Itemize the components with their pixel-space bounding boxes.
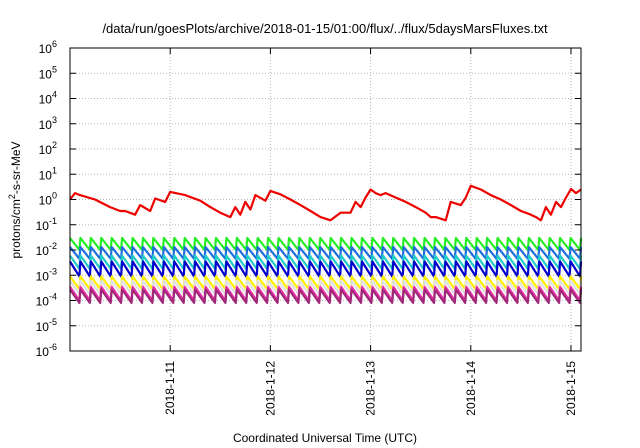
y-tick-label: 103	[39, 115, 57, 132]
y-tick-label: 10-2	[36, 241, 57, 258]
y-tick-label: 104	[39, 90, 57, 107]
y-tick-label: 101	[39, 165, 57, 182]
y-tick-label: 106	[39, 39, 57, 56]
y-tick-label: 10-5	[36, 317, 57, 334]
x-tick-label: 2018-1-11	[163, 361, 177, 415]
grid	[70, 48, 581, 351]
y-tick-label: 10-4	[36, 292, 57, 309]
y-tick-label: 10-1	[36, 216, 57, 233]
y-tick-label: 105	[39, 64, 57, 81]
series-line-3	[69, 246, 583, 260]
y-axis: 10-6 10-5 10-4 10-3 10-2 10-1 100 101 102 103 104 1…	[36, 39, 581, 359]
y-tick-label: 102	[39, 140, 57, 157]
x-tick-label: 2018-1-15	[564, 361, 578, 416]
y-tick-label: 100	[39, 191, 57, 208]
x-tick-label: 2018-1-14	[464, 361, 478, 416]
y-tick-label: 10-6	[36, 342, 57, 359]
series-line-9	[69, 288, 583, 304]
series-line-1	[69, 184, 582, 222]
x-axis-label: Coordinated Universal Time (UTC)	[233, 431, 417, 445]
x-axis: 2018-1-11 2018-1-12 2018-1-13 2018-1-14 2018…	[163, 48, 578, 416]
series-line-2	[69, 236, 583, 252]
series-layer	[69, 184, 583, 304]
x-tick-label: 2018-1-12	[263, 361, 277, 416]
y-tick-label: 10-3	[36, 266, 57, 283]
x-tick-label: 2018-1-13	[364, 361, 378, 416]
y-axis-label: protons/cm2-s-sr-MeV	[7, 141, 23, 258]
chart-title: /data/run/goesPlots/archive/2018-01-15/0…	[102, 21, 548, 36]
